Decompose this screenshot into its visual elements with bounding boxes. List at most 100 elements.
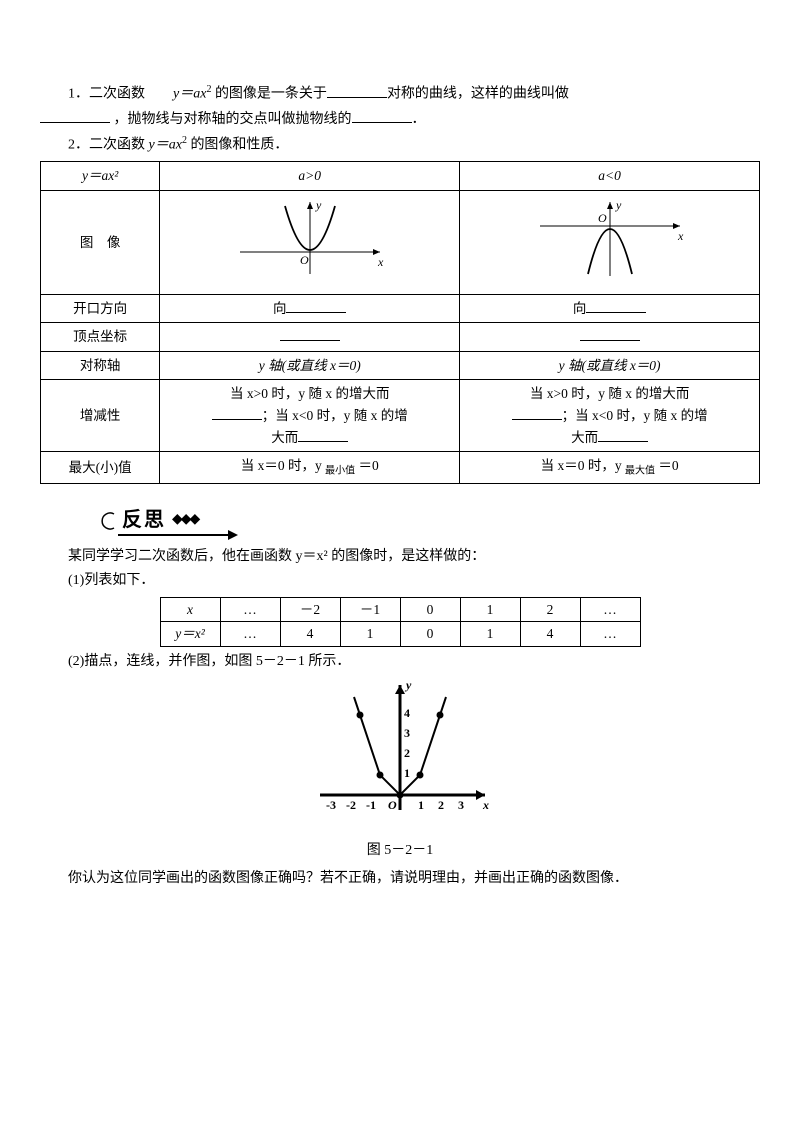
svg-text:4: 4 bbox=[404, 706, 410, 720]
svg-text:1: 1 bbox=[418, 798, 424, 812]
text: ；当 x<0 时，y 随 x 的增 bbox=[562, 408, 708, 423]
hdr: a<0 bbox=[598, 168, 621, 183]
para-2: 2．二次函数 y＝ax2 的图像和性质． bbox=[40, 133, 760, 157]
row-label: 开口方向 bbox=[41, 294, 160, 323]
para-1: 1．二次函数 y＝ax2 的图像是一条关于 对称的曲线，这样的曲线叫做 bbox=[40, 82, 760, 106]
hdr: a>0 bbox=[298, 168, 321, 183]
sup: 2 bbox=[206, 84, 211, 95]
svg-text:2: 2 bbox=[438, 798, 444, 812]
svg-text:-1: -1 bbox=[366, 798, 376, 812]
text: 大而 bbox=[271, 430, 298, 445]
row-label: 顶点坐标 bbox=[41, 323, 160, 352]
step2: (2)描点，连线，并作图，如图 5－2－1 所示． bbox=[40, 651, 760, 673]
svg-text:y: y bbox=[315, 198, 322, 212]
cell: 0 bbox=[400, 622, 460, 647]
hdr: y＝ax² bbox=[82, 168, 118, 183]
text: 当 x>0 时，y 随 x 的增大而 bbox=[530, 386, 690, 401]
figure-caption: 图 5－2－1 bbox=[40, 840, 760, 862]
diamonds-icon: ◆◆◆ bbox=[172, 509, 198, 531]
blank bbox=[327, 83, 387, 98]
svg-text:O: O bbox=[598, 211, 607, 225]
fansi-heading: 反思 ◆◆◆ bbox=[100, 504, 760, 536]
svg-text:x: x bbox=[677, 229, 684, 243]
graph-down: O x y bbox=[460, 191, 760, 295]
cell: 1 bbox=[460, 597, 520, 622]
step1: (1)列表如下． bbox=[40, 570, 760, 592]
svg-text:3: 3 bbox=[404, 726, 410, 740]
text: 向 bbox=[573, 301, 587, 316]
text: ，抛物线与对称轴的交点叫做抛物线的 bbox=[114, 112, 352, 127]
sub: 最小值 bbox=[325, 466, 355, 477]
svg-text:-3: -3 bbox=[326, 798, 336, 812]
blank bbox=[212, 406, 262, 421]
cell: －1 bbox=[340, 597, 400, 622]
text: y 轴(或直线 x＝0) bbox=[259, 358, 361, 373]
cell: 1 bbox=[460, 622, 520, 647]
cell: y＝x² bbox=[175, 626, 205, 641]
table-row: x … －2 －1 0 1 2 … bbox=[160, 597, 640, 622]
row-label: 增减性 bbox=[41, 380, 160, 452]
svg-text:y: y bbox=[615, 198, 622, 212]
fn: y＝ax bbox=[173, 87, 206, 102]
blank bbox=[586, 298, 646, 313]
row-label: 最大(小)值 bbox=[41, 452, 160, 484]
cell: －2 bbox=[280, 597, 340, 622]
cell: 4 bbox=[520, 622, 580, 647]
cell: 1 bbox=[340, 622, 400, 647]
blank bbox=[598, 427, 648, 442]
values-table: x … －2 －1 0 1 2 … y＝x² … 4 1 0 1 4 … bbox=[160, 597, 641, 647]
blank bbox=[298, 427, 348, 442]
blank bbox=[352, 108, 412, 123]
cell: … bbox=[580, 597, 640, 622]
svg-text:2: 2 bbox=[404, 746, 410, 760]
svg-text:O: O bbox=[300, 253, 309, 267]
cell: 4 bbox=[280, 622, 340, 647]
line bbox=[118, 534, 228, 536]
svg-text:3: 3 bbox=[458, 798, 464, 812]
text: ． bbox=[412, 112, 426, 127]
sub: 最大值 bbox=[625, 466, 655, 477]
mono-cell: 当 x>0 时，y 随 x 的增大而 ；当 x<0 时，y 随 x 的增 大而 bbox=[160, 380, 460, 452]
text: 的图像是一条关于 bbox=[215, 87, 327, 102]
sup: 2 bbox=[182, 135, 187, 146]
blank bbox=[512, 406, 562, 421]
text: y 轴(或直线 x＝0) bbox=[559, 358, 661, 373]
cell: … bbox=[220, 622, 280, 647]
cell: 0 bbox=[400, 597, 460, 622]
mono-cell: 当 x>0 时，y 随 x 的增大而 ；当 x<0 时，y 随 x 的增 大而 bbox=[460, 380, 760, 452]
blank bbox=[286, 298, 346, 313]
cell: … bbox=[220, 597, 280, 622]
row-label: 对称轴 bbox=[41, 351, 160, 380]
question-text: 你认为这位同学画出的函数图像正确吗？若不正确，请说明理由，并画出正确的函数图像． bbox=[40, 868, 760, 890]
text: 2．二次函数 bbox=[68, 138, 149, 153]
text: 当 x＝0 时，y bbox=[541, 458, 622, 473]
arrow-icon bbox=[228, 530, 238, 540]
text: 1．二次函数 bbox=[68, 87, 145, 102]
row-label: 图 像 bbox=[41, 191, 160, 295]
text: 大而 bbox=[571, 430, 598, 445]
text: ＝0 bbox=[658, 458, 678, 473]
text: ＝0 bbox=[358, 458, 378, 473]
table-row: y＝x² … 4 1 0 1 4 … bbox=[160, 622, 640, 647]
text: 的图像和性质． bbox=[190, 138, 288, 153]
svg-text:O: O bbox=[388, 798, 397, 812]
properties-table: y＝ax² a>0 a<0 图 像 O x y bbox=[40, 161, 760, 483]
text: 当 x>0 时，y 随 x 的增大而 bbox=[230, 386, 390, 401]
blank bbox=[580, 327, 640, 342]
blank bbox=[40, 108, 110, 123]
svg-text:1: 1 bbox=[404, 766, 410, 780]
text: 对称的曲线，这样的曲线叫做 bbox=[387, 87, 569, 102]
svg-text:-2: -2 bbox=[346, 798, 356, 812]
study-intro: 某同学学习二次函数后，他在画函数 y＝x² 的图像时，是这样做的： bbox=[40, 546, 760, 568]
cell: … bbox=[580, 622, 640, 647]
wrong-plot: -3 -2 -1 O 1 2 3 x 1 2 3 4 y bbox=[40, 675, 760, 833]
fn: y＝ax bbox=[149, 138, 182, 153]
svg-text:x: x bbox=[482, 798, 489, 812]
cell: x bbox=[187, 602, 193, 617]
graph-up: O x y bbox=[160, 191, 460, 295]
svg-text:y: y bbox=[404, 678, 412, 692]
blank bbox=[280, 327, 340, 342]
svg-text:x: x bbox=[377, 255, 384, 269]
text: 当 x＝0 时，y bbox=[241, 458, 322, 473]
curve-arrow-icon bbox=[100, 510, 118, 530]
